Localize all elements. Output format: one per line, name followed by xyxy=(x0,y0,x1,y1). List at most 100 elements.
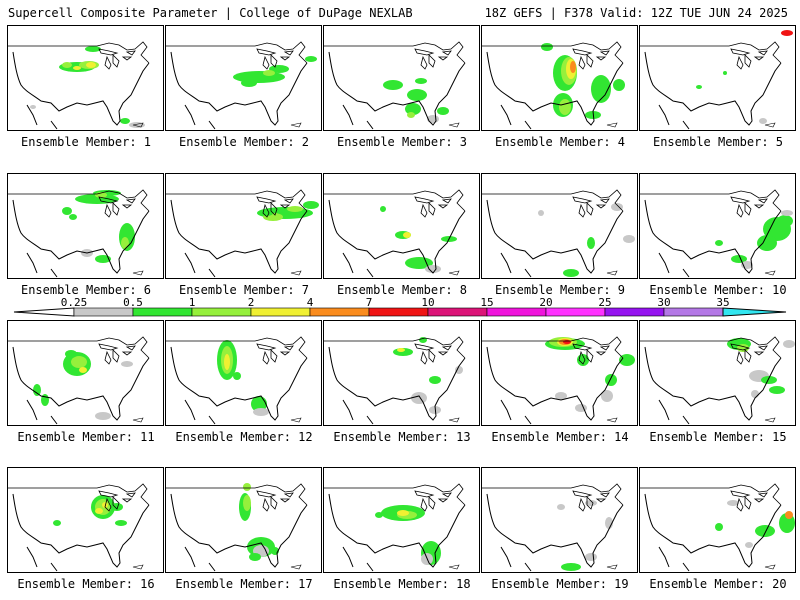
scp-contour xyxy=(769,386,785,394)
great-lake xyxy=(730,490,751,498)
scp-contour xyxy=(73,66,81,70)
us-map xyxy=(323,25,480,131)
border-line xyxy=(7,41,150,64)
great-lake xyxy=(437,56,449,61)
scp-contour xyxy=(53,520,61,526)
island xyxy=(448,417,460,423)
scp-contour xyxy=(696,85,702,89)
scp-contour xyxy=(419,337,427,343)
scp-contour xyxy=(415,78,427,84)
great-lake xyxy=(420,55,428,70)
coastline xyxy=(486,199,624,274)
scp-contour xyxy=(243,495,251,511)
scp-contour xyxy=(397,510,409,516)
scp-contour xyxy=(62,62,72,68)
coastline xyxy=(486,493,624,568)
great-lake xyxy=(578,497,586,512)
us-map xyxy=(639,173,796,279)
scp-contour xyxy=(605,374,617,386)
us-map xyxy=(481,467,638,573)
coastline xyxy=(26,399,58,425)
us-map xyxy=(7,173,164,279)
great-lake xyxy=(744,349,752,363)
us-map xyxy=(165,320,322,426)
scp-contour xyxy=(759,118,767,124)
map-frame xyxy=(481,467,638,573)
scp-contour xyxy=(781,30,793,36)
great-lake xyxy=(256,196,277,204)
scp-contour xyxy=(407,89,427,101)
great-lake xyxy=(428,349,436,363)
great-lake xyxy=(112,202,120,216)
scp-contour xyxy=(427,115,439,123)
ensemble-member-map xyxy=(639,173,796,279)
great-lake xyxy=(586,202,594,216)
map-frame xyxy=(7,25,164,131)
coastline xyxy=(26,104,58,130)
scp-contour xyxy=(755,525,775,537)
border-line xyxy=(7,483,150,506)
great-lake xyxy=(572,48,593,56)
scp-contour xyxy=(455,366,463,374)
great-lake xyxy=(262,350,270,365)
great-lake xyxy=(437,498,449,503)
member-label: Ensemble Member: 13 xyxy=(333,430,471,444)
great-lake xyxy=(578,55,586,70)
border-line xyxy=(639,483,782,506)
scp-contour xyxy=(263,70,275,76)
scp-contour xyxy=(403,232,411,238)
scp-contour xyxy=(405,257,433,269)
great-lake xyxy=(121,498,133,503)
great-lake xyxy=(283,50,294,56)
map-frame xyxy=(7,173,164,279)
coastline xyxy=(342,252,374,278)
great-lake xyxy=(104,497,112,512)
coastline xyxy=(500,252,532,278)
scp-contour xyxy=(65,350,77,358)
great-lake xyxy=(753,56,765,61)
scp-contour xyxy=(71,356,87,368)
great-lake xyxy=(270,202,278,216)
coastline xyxy=(328,199,466,274)
ensemble-member-map xyxy=(481,173,638,279)
scp-contour xyxy=(405,103,421,115)
coastline xyxy=(26,546,58,572)
ensemble-member-map xyxy=(7,25,164,131)
great-lake xyxy=(586,54,594,68)
coastline xyxy=(644,199,782,274)
great-lake xyxy=(104,203,112,218)
great-lake xyxy=(578,350,586,365)
coastline xyxy=(644,51,782,126)
scp-contour xyxy=(437,107,449,115)
ensemble-member-map xyxy=(481,467,638,573)
island xyxy=(290,564,302,570)
great-lake xyxy=(98,196,119,204)
island xyxy=(606,564,618,570)
colorbar-tick-label: 1 xyxy=(189,296,196,309)
island xyxy=(448,270,460,276)
great-lake xyxy=(736,350,744,365)
member-label: Ensemble Member: 2 xyxy=(178,135,310,149)
map-frame xyxy=(481,173,638,279)
great-lake xyxy=(98,490,119,498)
great-lake xyxy=(414,48,435,56)
great-lake xyxy=(586,349,594,363)
scp-contour xyxy=(62,207,72,215)
ensemble-member-map xyxy=(639,320,796,426)
coastline xyxy=(12,493,150,568)
scp-contour xyxy=(785,511,793,519)
great-lake xyxy=(744,54,752,68)
island xyxy=(132,270,144,276)
ensemble-member-map xyxy=(7,320,164,426)
us-map xyxy=(323,173,480,279)
scp-contour xyxy=(121,361,133,367)
color-scale-legend: 0.25 0.5 1 2 4 7 10 15 20 25 30 35 xyxy=(13,296,787,317)
border-line xyxy=(165,41,308,64)
coastline xyxy=(328,51,466,126)
great-lake xyxy=(256,343,277,351)
coastline xyxy=(12,199,150,274)
border-line xyxy=(639,189,782,212)
ensemble-member-map xyxy=(639,25,796,131)
member-label: Ensemble Member: 16 xyxy=(17,577,155,591)
great-lake xyxy=(420,497,428,512)
